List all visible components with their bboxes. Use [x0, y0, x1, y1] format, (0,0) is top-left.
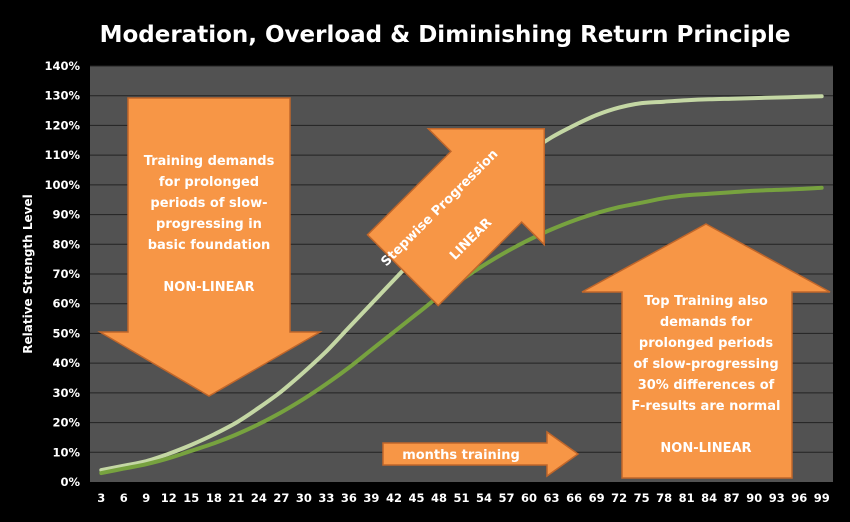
x-tick-label: 72: [611, 491, 627, 505]
x-tick-label: 45: [408, 491, 424, 505]
x-tick-label: 30: [296, 491, 312, 505]
y-axis-ticks: 0% 10% 20% 30% 40% 50% 60% 70% 80% 90% 100% 110% 120…: [44, 59, 80, 489]
x-tick-label: 99: [814, 491, 830, 505]
y-tick-label: 40%: [52, 356, 80, 370]
x-tick-label: 54: [476, 491, 492, 505]
x-tick-label: 42: [386, 491, 402, 505]
x-tick-label: 9: [142, 491, 150, 505]
x-tick-label: 33: [318, 491, 334, 505]
y-tick-label: 90%: [52, 208, 80, 222]
x-tick-label: 6: [120, 491, 128, 505]
x-tick-label: 60: [521, 491, 537, 505]
x-tick-label: 63: [544, 491, 560, 505]
y-tick-label: 120%: [44, 118, 80, 132]
y-tick-label: 140%: [44, 59, 80, 73]
right-arrow-shape: [382, 430, 580, 478]
y-tick-label: 30%: [52, 386, 80, 400]
annotation-line: NON-LINEAR: [163, 280, 254, 295]
annotation-line: for prolonged: [159, 175, 259, 190]
annotation-line: demands for: [660, 315, 753, 330]
annotation-line: of slow-progressing: [633, 357, 778, 372]
x-tick-label: 51: [453, 491, 469, 505]
x-tick-label: 24: [251, 491, 267, 505]
y-tick-label: 110%: [44, 148, 80, 162]
annotation-line: periods of slow-: [150, 196, 267, 211]
annotation-line: NON-LINEAR: [660, 441, 751, 456]
x-tick-label: 93: [769, 491, 785, 505]
x-tick-label: 3: [97, 491, 105, 505]
x-tick-label: 90: [746, 491, 762, 505]
x-tick-label: 66: [566, 491, 582, 505]
x-tick-label: 81: [679, 491, 695, 505]
annotation-line: prolonged periods: [639, 336, 773, 351]
x-tick-label: 21: [228, 491, 244, 505]
up-arrow-shape: [581, 223, 831, 479]
annotation-line: Training demands: [144, 154, 275, 169]
y-tick-label: 130%: [44, 89, 80, 103]
y-tick-label: 60%: [52, 297, 80, 311]
up-arrow-annotation: Top Training also demands for prolonged pe…: [581, 223, 831, 479]
y-tick-label: 80%: [52, 237, 80, 251]
x-tick-label: 84: [701, 491, 717, 505]
x-axis-ticks: 3 6 9 12 15 18 21 24 27 30 33 36 39 42 45 48 51 54 57 60 63 6…: [97, 491, 830, 505]
right-arrow-text: months training: [402, 448, 520, 463]
annotation-line: 30% differences of: [638, 378, 775, 393]
y-tick-label: 10%: [52, 445, 80, 459]
annotation-line: F-results are normal: [632, 399, 781, 414]
x-tick-label: 69: [589, 491, 605, 505]
y-tick-label: 0%: [60, 475, 80, 489]
y-tick-label: 70%: [52, 267, 80, 281]
diagonal-arrow-shape: [366, 127, 546, 307]
x-tick-label: 12: [161, 491, 177, 505]
annotation-line: progressing in: [156, 217, 262, 232]
down-arrow-shape: [97, 97, 323, 397]
y-tick-label: 20%: [52, 416, 80, 430]
y-axis-label: Relative Strength Level: [21, 194, 35, 353]
down-arrow-annotation: Training demands for prolonged periods of …: [97, 97, 323, 397]
y-tick-label: 50%: [52, 326, 80, 340]
x-tick-label: 39: [363, 491, 379, 505]
chart-title: Moderation, Overload & Diminishing Retur…: [100, 22, 791, 48]
up-arrow-text: Top Training also demands for prolonged pe…: [632, 294, 781, 456]
x-tick-label: 75: [634, 491, 650, 505]
x-tick-label: 36: [341, 491, 357, 505]
x-tick-label: 87: [724, 491, 740, 505]
x-tick-label: 48: [431, 491, 447, 505]
annotation-line: basic foundation: [148, 238, 271, 253]
x-tick-label: 18: [206, 491, 222, 505]
y-tick-label: 100%: [44, 178, 80, 192]
x-tick-label: 15: [183, 491, 199, 505]
right-arrow-annotation: months training: [382, 430, 580, 478]
x-tick-label: 96: [791, 491, 807, 505]
x-tick-label: 78: [656, 491, 672, 505]
x-tick-label: 27: [273, 491, 289, 505]
annotation-line: Top Training also: [644, 294, 768, 309]
down-arrow-text: Training demands for prolonged periods of …: [144, 154, 275, 295]
x-tick-label: 57: [499, 491, 515, 505]
